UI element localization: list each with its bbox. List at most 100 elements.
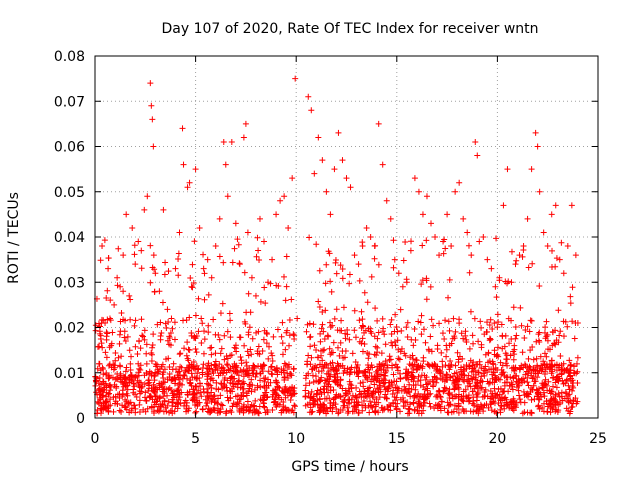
- data-point: [136, 338, 143, 345]
- data-point: [121, 378, 128, 385]
- data-point: [332, 259, 339, 266]
- data-point: [132, 409, 139, 416]
- data-point: [165, 355, 172, 362]
- data-point: [227, 375, 234, 382]
- data-point: [325, 333, 332, 340]
- data-point: [274, 401, 281, 408]
- data-point: [396, 356, 403, 363]
- data-point: [525, 370, 532, 377]
- data-point: [207, 409, 214, 416]
- data-point: [370, 388, 377, 395]
- data-point: [99, 243, 106, 250]
- data-point: [106, 390, 113, 397]
- data-point: [391, 256, 398, 263]
- data-point: [351, 307, 358, 314]
- data-point: [346, 396, 353, 403]
- data-point: [219, 300, 226, 307]
- data-point: [319, 321, 326, 328]
- data-point: [448, 243, 455, 250]
- data-point: [161, 271, 168, 278]
- data-point: [344, 409, 351, 416]
- data-point: [224, 394, 231, 401]
- data-point: [371, 408, 378, 415]
- data-point: [246, 383, 253, 390]
- data-point: [147, 242, 154, 249]
- data-point: [458, 372, 465, 379]
- data-point: [351, 327, 358, 334]
- data-point: [238, 405, 245, 412]
- data-point: [138, 265, 145, 272]
- data-point: [488, 407, 495, 414]
- data-point: [503, 374, 510, 381]
- data-point: [204, 362, 211, 369]
- data-point: [220, 365, 227, 372]
- data-point: [234, 368, 241, 375]
- data-point: [408, 238, 415, 245]
- data-point: [196, 224, 203, 231]
- data-point: [102, 349, 109, 356]
- data-point: [270, 391, 277, 398]
- data-point: [361, 329, 368, 336]
- data-point: [155, 403, 162, 410]
- data-point: [236, 408, 243, 415]
- data-point: [148, 403, 155, 410]
- data-point: [567, 300, 574, 307]
- data-point: [183, 402, 190, 409]
- data-point: [208, 274, 215, 281]
- data-point: [315, 134, 322, 141]
- data-point: [332, 395, 339, 402]
- data-point: [100, 366, 107, 373]
- data-point: [436, 320, 443, 327]
- data-point: [175, 272, 182, 279]
- data-point: [267, 364, 274, 371]
- data-point: [186, 364, 193, 371]
- data-point: [253, 253, 260, 260]
- data-point: [543, 318, 550, 325]
- data-point: [517, 366, 524, 373]
- data-point: [437, 370, 444, 377]
- data-point: [104, 316, 111, 323]
- data-point: [124, 392, 131, 399]
- data-point: [308, 409, 315, 416]
- data-point: [281, 376, 288, 383]
- data-point: [201, 270, 208, 277]
- data-point: [281, 193, 288, 200]
- data-point: [555, 390, 562, 397]
- data-point: [411, 326, 418, 333]
- data-point: [148, 102, 155, 109]
- data-point: [455, 402, 462, 409]
- data-point: [466, 397, 473, 404]
- data-point: [391, 338, 398, 345]
- data-point: [490, 398, 497, 405]
- data-point: [541, 361, 548, 368]
- data-point: [465, 398, 472, 405]
- data-point: [120, 316, 127, 323]
- data-point: [200, 350, 207, 357]
- data-point: [93, 378, 100, 385]
- data-point: [316, 361, 323, 368]
- data-point: [103, 398, 110, 405]
- data-point: [167, 330, 174, 337]
- data-point: [96, 330, 103, 337]
- data-point: [540, 389, 547, 396]
- y-tick-label: 0.02: [54, 321, 85, 337]
- data-point: [131, 242, 138, 249]
- data-point: [220, 259, 227, 266]
- data-point: [464, 229, 471, 236]
- data-point: [213, 379, 220, 386]
- data-point: [206, 366, 213, 373]
- data-point: [375, 329, 382, 336]
- data-point: [196, 380, 203, 387]
- data-point: [387, 215, 394, 222]
- data-point: [243, 359, 250, 366]
- data-point: [509, 405, 516, 412]
- data-point: [486, 335, 493, 342]
- data-point: [374, 385, 381, 392]
- data-point: [461, 366, 468, 373]
- data-point: [175, 369, 182, 376]
- data-point: [327, 323, 334, 330]
- data-point: [318, 368, 325, 375]
- data-point: [265, 368, 272, 375]
- data-point: [231, 245, 238, 252]
- data-point: [154, 321, 161, 328]
